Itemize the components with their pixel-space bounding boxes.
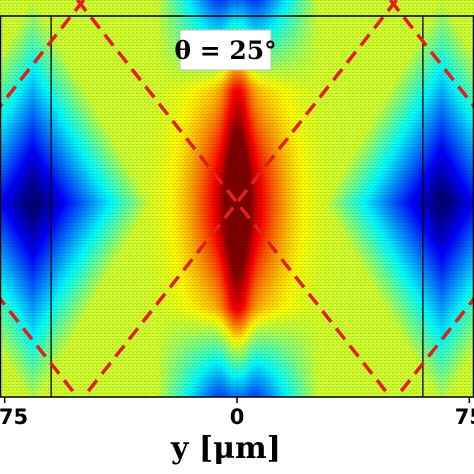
annotation-background [179, 29, 272, 71]
dashed-line-1-2 [82, 0, 398, 397]
x-axis-ticks: −150−75075−150 [0, 397, 474, 429]
x-tick-label-2: −75 [0, 405, 28, 429]
x-axis-label: y [μm] [170, 431, 281, 466]
x-tick-label-3: 0 [230, 405, 245, 429]
vertical-lines-group [50, 16, 424, 397]
x-tick-label-4: 75 [455, 405, 474, 429]
dashed-line-1-1 [76, 0, 392, 397]
dashed-line-3-2 [395, 295, 474, 397]
dashed-line-2-1 [0, 295, 79, 397]
annotation-box: θ = 25° [174, 29, 277, 71]
dashed-lines-group [0, 0, 474, 397]
annotation-text: θ = 25° [174, 36, 276, 65]
